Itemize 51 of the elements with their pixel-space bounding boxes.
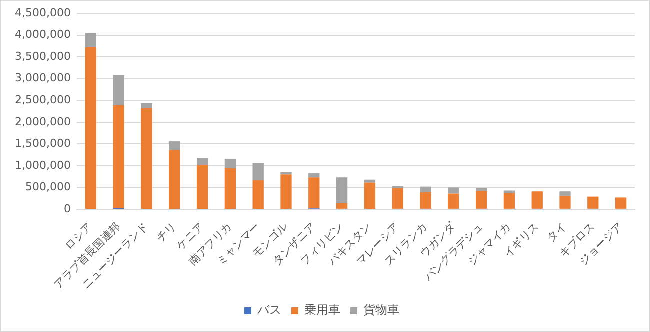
bar [85,33,97,48]
legend-label: バス [256,303,282,318]
bar [308,178,320,209]
bar [336,178,348,204]
bar [448,194,460,209]
y-tick-label: 2,000,000 [15,115,71,128]
bar [615,198,627,209]
bar [280,172,292,175]
bar [169,142,180,150]
bar [169,150,180,209]
bar [392,188,404,209]
bar [196,165,208,209]
y-tick-label: 1,000,000 [15,158,71,172]
y-tick-label: 4,500,000 [15,6,71,20]
y-tick-label: 2,500,000 [15,94,71,106]
x-tick-label: チリ [154,220,179,245]
y-tick-label: 4,000,000 [15,28,71,42]
bar [504,190,516,194]
bar [141,108,152,209]
bar [224,158,236,169]
y-tick-label: 3,500,000 [15,50,71,63]
bar [532,192,543,209]
bar [420,186,432,192]
bar [476,188,488,192]
bar [252,180,264,209]
x-tick-label: タイ [544,220,570,245]
bar [476,191,488,209]
y-tick-label: 500,000 [25,180,71,194]
bar [85,48,97,209]
bar [280,174,292,209]
bar [308,173,320,178]
legend-label: 乗用車 [304,303,340,318]
bar [448,188,460,194]
legend-label: 貨物車 [364,303,400,318]
bar [560,192,571,196]
y-tick-label: 0 [64,202,71,216]
y-tick-label: 1,500,000 [15,137,71,150]
bar [364,182,376,209]
bar [560,196,571,209]
bar [504,193,516,209]
bar [252,163,264,180]
bar [113,74,124,106]
bar [420,192,432,209]
bar [196,158,208,166]
bar [588,196,599,209]
bar [113,105,124,208]
bar [336,203,348,209]
bar [224,168,236,209]
bar [141,103,152,108]
y-tick-label: 3,000,000 [15,72,71,85]
bar [364,180,376,183]
